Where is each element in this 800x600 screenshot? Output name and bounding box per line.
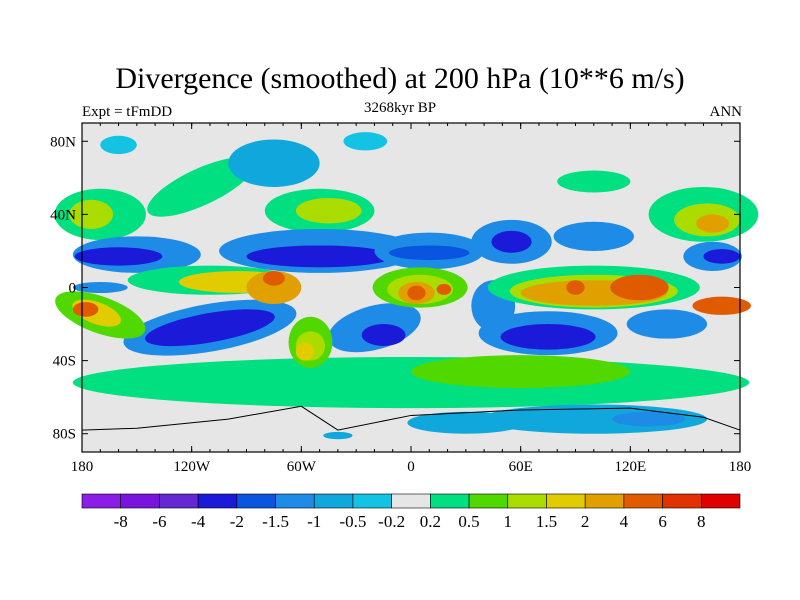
contour-region	[343, 132, 388, 151]
colorbar-label: -8	[114, 512, 128, 531]
colorbar-label: -6	[152, 512, 166, 531]
colorbar-box	[662, 493, 702, 509]
contour-region	[136, 377, 284, 399]
contour-region	[407, 411, 525, 434]
contour-region	[295, 197, 362, 224]
contour-region	[553, 221, 634, 251]
colorbar-label: 8	[697, 512, 706, 531]
colorbar-box	[236, 493, 276, 509]
colorbar-label: 0.2	[420, 512, 441, 531]
y-tick-label: 80S	[53, 427, 76, 443]
colorbar-label: -1	[307, 512, 321, 531]
y-tick-label: 40S	[53, 354, 76, 370]
contour-region	[389, 245, 470, 261]
contour-region	[100, 135, 137, 155]
colorbar-label: 0.5	[458, 512, 479, 531]
period-label: 3268kyr BP	[363, 100, 437, 116]
colorbar-label: -0.5	[339, 512, 366, 531]
x-tick-label: 0	[407, 459, 415, 475]
contour-region	[262, 271, 285, 286]
contour-region	[361, 324, 406, 346]
colorbar-label: -4	[191, 512, 206, 531]
y-tick-label: 80N	[50, 134, 76, 150]
colorbar-box	[700, 493, 741, 509]
colorbar-box	[391, 493, 431, 509]
colorbar-box	[197, 493, 238, 509]
colorbar-label: 1	[504, 512, 513, 531]
contour-region	[610, 274, 669, 301]
contour-region	[145, 309, 275, 347]
contour-region	[72, 282, 128, 293]
colorbar-box	[468, 493, 509, 509]
x-tick-label: 180	[729, 459, 752, 475]
contour-region	[500, 324, 596, 350]
colorbar-label: 6	[658, 512, 667, 531]
contour-region	[411, 355, 631, 389]
colorbar-box	[159, 493, 199, 509]
contour-region	[246, 271, 302, 304]
colorbar-box	[507, 493, 547, 509]
colorbar-box	[120, 493, 160, 509]
colorbar-label: -1.5	[262, 512, 289, 531]
colorbar-box	[352, 493, 392, 509]
colorbar-label: -2	[230, 512, 244, 531]
x-tick-label: 60E	[509, 459, 533, 475]
contour-region	[407, 285, 426, 301]
contour-region	[491, 230, 532, 253]
colorbar-box	[623, 493, 663, 509]
colorbar-label: 4	[620, 512, 629, 531]
contour-region	[566, 280, 585, 295]
y-tick-label: 0	[69, 281, 77, 297]
experiment-label: Expt = tFmDD	[82, 104, 173, 120]
contour-region	[323, 431, 353, 440]
contour-region	[626, 309, 708, 339]
colorbar-box	[81, 493, 122, 509]
contour-region	[69, 199, 114, 230]
contour-region	[74, 247, 163, 266]
colorbar-box	[584, 493, 625, 509]
contour-region	[147, 157, 255, 217]
contour-region	[436, 283, 452, 295]
contour-region	[696, 214, 730, 233]
plot-title: Divergence (smoothed) at 200 hPa (10**6 …	[115, 62, 685, 95]
contour-region	[228, 139, 320, 187]
contour-region	[557, 170, 631, 193]
colorbar-box	[275, 493, 315, 509]
contour-region	[246, 245, 393, 268]
colorbar-label: 1.5	[536, 512, 557, 531]
colorbar-box	[313, 493, 354, 509]
colorbar-box	[430, 493, 470, 509]
contour-region	[72, 302, 99, 317]
season-label: ANN	[709, 104, 743, 120]
contour-region	[612, 411, 686, 427]
x-tick-label: 120W	[173, 459, 211, 475]
x-tick-label: 180	[71, 459, 94, 475]
contour-region	[480, 404, 708, 434]
x-tick-label: 120E	[614, 459, 646, 475]
contour-region	[703, 249, 740, 264]
colorbar-label: 2	[581, 512, 590, 531]
colorbar-label: -0.2	[378, 512, 405, 531]
y-tick-label: 40N	[50, 207, 76, 223]
colorbar-box	[546, 493, 586, 509]
x-tick-label: 60W	[287, 459, 317, 475]
coastline-antarctica	[81, 405, 741, 431]
contour-region	[692, 296, 751, 315]
contour-region	[295, 342, 315, 361]
